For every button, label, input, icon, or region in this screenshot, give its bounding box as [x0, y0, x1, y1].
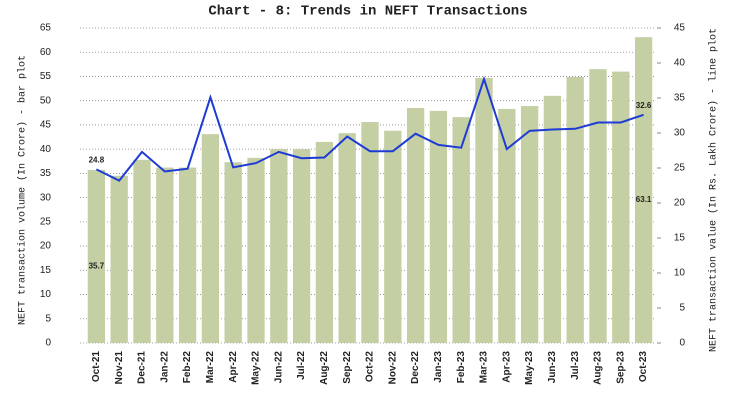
x-tick-label: Jul-22 [296, 351, 307, 380]
y2-tick-label: 20 [674, 198, 686, 209]
y2-axis-title: NEFT transaction value (In Rs. Lakh Cror… [708, 28, 720, 352]
x-tick-label: May-23 [524, 351, 535, 385]
bar [201, 134, 220, 343]
y-tick-label: 65 [40, 23, 52, 34]
y-tick-label: 30 [40, 192, 52, 203]
y2-tick-label: 5 [679, 303, 685, 314]
bar [338, 133, 356, 343]
bar [612, 71, 630, 343]
y-tick-label: 5 [45, 313, 51, 324]
bar [543, 95, 562, 343]
x-tick-label: Feb-23 [456, 351, 467, 384]
y-tick-label: 10 [40, 289, 52, 300]
data-label: 24.8 [89, 156, 105, 165]
y-tick-label: 20 [40, 241, 52, 252]
bar [452, 117, 470, 344]
y-tick-label: 55 [40, 71, 52, 82]
y2-tick-label: 15 [674, 233, 686, 244]
y-tick-label: 15 [40, 265, 52, 276]
x-tick-label: Sep-23 [615, 351, 626, 384]
x-tick-label: Jan-22 [159, 351, 170, 383]
bar [566, 76, 584, 343]
line [95, 75, 644, 182]
y2-tick-label: 25 [674, 163, 686, 174]
chart-title: Chart - 8: Trends in NEFT Transactions [208, 4, 527, 20]
x-tick-label: Aug-23 [593, 351, 604, 385]
y-tick-label: 25 [40, 216, 52, 227]
y2-tick-label: 40 [674, 58, 686, 69]
x-tick-label: Nov-22 [387, 351, 398, 385]
x-tick-label: Jan-23 [433, 351, 444, 383]
bar [498, 108, 516, 343]
x-tick-label: Mar-22 [205, 351, 216, 384]
x-tick-label: Apr-22 [228, 351, 239, 383]
x-tick-label: Dec-21 [137, 351, 148, 384]
x-tick-label: Jun-22 [273, 351, 284, 384]
y2-tick-label: 45 [674, 23, 686, 34]
bar [292, 149, 311, 343]
x-tick-label: Aug-22 [319, 351, 330, 385]
x-tick-label: Oct-21 [91, 351, 102, 383]
bar [224, 162, 242, 343]
y2-tick-label: 30 [674, 128, 686, 139]
y-tick-label: 35 [40, 168, 52, 179]
x-tick-label: Jul-23 [570, 351, 581, 380]
x-tick-label: Mar-23 [479, 351, 490, 384]
bar [315, 141, 334, 343]
y-axis-title: NEFT transaction volume (In Crore) - bar… [17, 55, 29, 325]
bar [429, 110, 448, 343]
bar [589, 69, 607, 343]
x-tick-label: May-22 [251, 351, 262, 385]
x-tick-label: Jun-23 [547, 351, 558, 384]
y2-tick-label: 0 [679, 338, 685, 349]
y2-tick-label: 10 [674, 268, 686, 279]
data-label: 32.6 [636, 101, 652, 110]
bar [247, 157, 265, 343]
bar [361, 122, 379, 343]
y-tick-label: 45 [40, 120, 52, 131]
bar [178, 167, 197, 343]
x-tick-label: Sep-22 [342, 351, 353, 384]
bar [520, 106, 539, 344]
bar [270, 149, 288, 343]
x-tick-label: Dec-22 [410, 351, 421, 384]
y-tick-label: 40 [40, 144, 52, 155]
y-tick-label: 0 [45, 338, 51, 349]
x-tick-label: Apr-23 [501, 351, 512, 383]
x-tick-label: Oct-22 [365, 351, 376, 383]
bar [475, 77, 493, 344]
data-label: 63.1 [636, 195, 652, 204]
bar [110, 175, 128, 343]
y2-tick-label: 35 [674, 93, 686, 104]
bar [87, 169, 106, 343]
bar [156, 167, 174, 343]
x-tick-label: Feb-22 [182, 351, 193, 384]
bar [634, 37, 653, 343]
bar [384, 130, 402, 343]
bar [133, 159, 151, 343]
data-label: 35.7 [89, 262, 105, 271]
y-tick-label: 60 [40, 47, 52, 58]
bar [406, 107, 425, 343]
x-tick-label: Nov-21 [114, 351, 125, 385]
y-tick-label: 50 [40, 95, 52, 106]
x-tick-label: Oct-23 [638, 351, 649, 383]
